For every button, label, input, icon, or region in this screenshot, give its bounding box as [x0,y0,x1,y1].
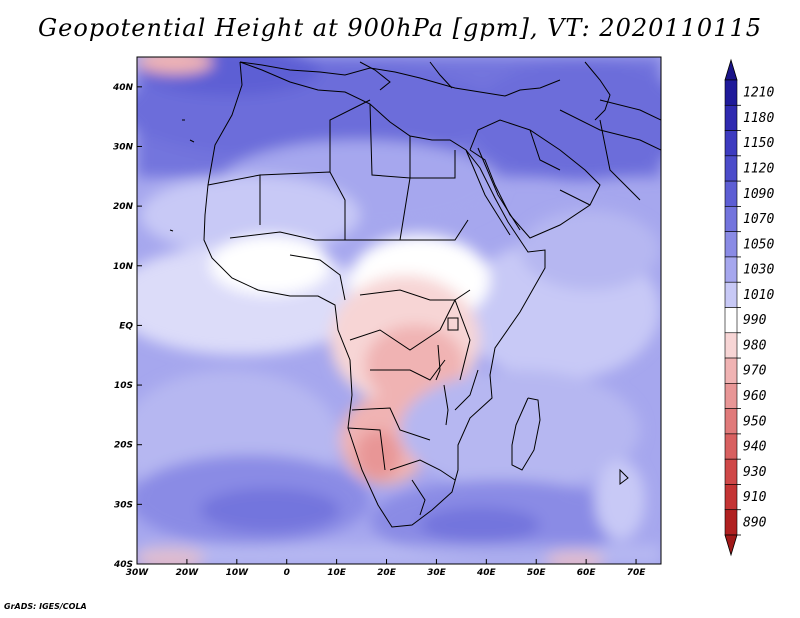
lat-tick-label: 20N [113,202,134,212]
colorbar-label: 1030 [743,263,774,278]
colorbar-swatch [724,484,738,511]
colorbar-label: 930 [743,465,767,480]
lat-tick-label: 20S [114,441,133,451]
colorbar-swatch [724,256,738,283]
lon-tick-label: 30E [427,568,447,578]
colorbar-top-arrow [724,58,738,81]
lat-tick-label: 40S [113,560,133,570]
colorbar-swatch [724,79,738,106]
lon-tick-label: 70E [627,568,647,578]
colorbar-label: 1180 [743,111,774,126]
colorbar-label: 890 [743,515,767,530]
lat-tick-label: 30S [114,500,133,510]
grads-credit: GrADS: IGES/COLA [4,602,87,611]
colorbar-label: 960 [743,389,767,404]
map-frame [136,56,662,565]
colorbar-label: 1120 [743,161,774,176]
colorbar-swatch [724,104,738,131]
axis-labels: 30W 20W 10W 0 10E 20E 30E 40E 50E 60E 70E 40N 30N 20N… [112,83,646,578]
colorbar-label: 980 [743,338,767,353]
height-field [137,57,661,564]
colorbar-swatch [724,383,738,409]
lon-tick-label: 0 [284,568,290,578]
colorbar-label: 990 [743,313,767,328]
colorbar-bottom-arrow [724,534,738,557]
colorbar-swatch [724,130,738,157]
lat-tick-label: 10S [114,381,133,391]
lon-tick-label: 40E [476,568,497,578]
colorbar-label: 940 [743,440,767,455]
colorbar-swatch [724,180,738,207]
colorbar-swatch [724,332,738,359]
colorbar-swatch [724,509,738,536]
lon-tick-label: 20W [176,568,200,578]
lat-tick-label: EQ [119,321,133,331]
colorbar-swatch [724,307,738,334]
colorbar-swatch [724,231,738,258]
colorbar-label: 1050 [743,237,774,252]
colorbar-label: 1090 [743,187,774,202]
lon-tick-label: 20E [377,568,397,578]
lat-tick-label: 10N [113,262,134,272]
lon-tick-label: 10E [327,568,347,578]
lon-tick-label: 50E [527,568,547,578]
colorbar-swatch [724,408,738,435]
colorbar-label: 970 [743,364,767,379]
colorbar-label: 1010 [743,288,774,303]
colorbar-swatch [724,433,738,460]
colorbar-swatch [724,357,738,384]
colorbar-swatch [724,155,738,182]
lon-tick-label: 30W [126,568,150,578]
chart-title: Geopotential Height at 900hPa [gpm], VT:… [38,14,762,42]
colorbar-label: 1070 [743,212,774,227]
lon-tick-label: 60E [577,568,597,578]
lat-tick-label: 40N [112,83,134,93]
colorbar: 1210 1180 1150 1120 1090 1070 1050 1030 1010 990 9… [724,58,774,557]
lon-tick-label: 10W [226,568,250,578]
colorbar-swatch [724,281,738,308]
axis-ticks [136,86,637,565]
colorbar-swatch [724,206,738,232]
colorbar-label: 950 [743,414,767,429]
colorbar-label: 1210 [743,86,774,101]
lat-tick-label: 30N [113,142,134,152]
colorbar-label: 910 [743,490,767,505]
colorbar-label: 1150 [743,136,774,151]
coastlines [169,61,661,528]
colorbar-swatch [724,458,738,485]
